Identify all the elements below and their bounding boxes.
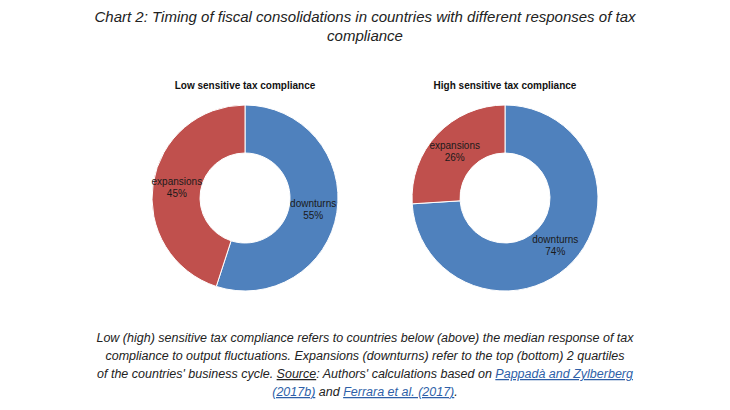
- data-label: 74%: [545, 246, 565, 257]
- donut: [412, 105, 598, 291]
- slice-category: downturns: [532, 234, 578, 245]
- caption-text: of the countries' business cycle.: [97, 367, 277, 381]
- slice-category: expansions: [429, 140, 480, 151]
- donut: [152, 105, 338, 291]
- caption-text: compliance to output fluctuations. Expan…: [105, 349, 624, 363]
- donut-slice: [152, 105, 245, 286]
- donut-slice: [412, 105, 598, 291]
- caption-text: Low (high) sensitive tax compliance refe…: [96, 331, 634, 345]
- caption-line: Low (high) sensitive tax compliance refe…: [96, 331, 634, 345]
- caption-line: compliance to output fluctuations. Expan…: [105, 349, 624, 363]
- source-link[interactable]: Pappadà and Zylberberg: [495, 367, 633, 381]
- source-link[interactable]: Ferrara et al. (2017): [343, 385, 454, 399]
- donut-title: High sensitive tax compliance: [434, 80, 577, 91]
- caption-text: and: [315, 385, 343, 399]
- caption-text: Source: [277, 367, 317, 381]
- caption-line: of the countries' business cycle. Source…: [97, 367, 633, 381]
- caption-text: .: [454, 385, 457, 399]
- data-label: 45%: [167, 188, 187, 199]
- figure: Chart 2: Timing of fiscal consolidations…: [0, 0, 730, 410]
- data-label: 26%: [445, 152, 465, 163]
- data-label: 55%: [303, 210, 323, 221]
- chart-title: Chart 2: Timing of fiscal consolidations…: [95, 8, 636, 25]
- caption-text: : Authors' calculations based on: [316, 367, 495, 381]
- slice-category: downturns: [290, 198, 336, 209]
- chart-title: compliance: [327, 27, 403, 44]
- donut-title: Low sensitive tax compliance: [175, 80, 316, 91]
- caption-line: (2017b) and Ferrara et al. (2017).: [272, 385, 458, 399]
- source-link[interactable]: (2017b): [272, 385, 315, 399]
- donut-slice: [412, 105, 505, 204]
- slice-category: expansions: [152, 176, 203, 187]
